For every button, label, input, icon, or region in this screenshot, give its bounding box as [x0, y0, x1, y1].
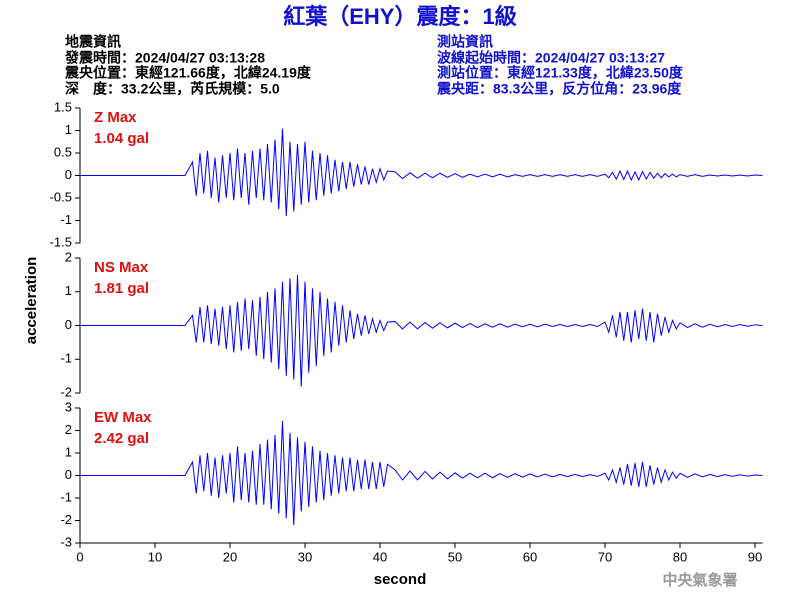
info-text: 深 度：33.2公里，芮氏規模：5.0: [65, 81, 280, 97]
waveform: [80, 128, 763, 217]
y-tick-label: 0: [65, 317, 72, 332]
y-tick-label: 1: [65, 444, 72, 459]
y-tick-label: 0: [65, 167, 72, 182]
y-tick-label: 1.5: [54, 99, 72, 114]
annotation: NS Max: [94, 259, 149, 276]
annotation: 1.04 gal: [94, 130, 149, 147]
y-tick-label: -1.5: [50, 234, 72, 249]
info-text: 震央位置：東經121.66度，北緯24.19度: [64, 65, 312, 81]
y-tick-label: 1: [65, 283, 72, 298]
waveform: [80, 274, 763, 387]
x-tick-label: 80: [673, 549, 687, 564]
y-tick-label: 0: [65, 467, 72, 482]
annotation: Z Max: [94, 109, 137, 126]
waveform: [80, 421, 763, 526]
y-tick-label: -3: [60, 534, 72, 549]
y-tick-label: 0.5: [54, 144, 72, 159]
y-tick-label: 3: [65, 399, 72, 414]
x-tick-label: 70: [598, 549, 612, 564]
x-axis-label: second: [374, 571, 427, 588]
y-tick-label: 1: [65, 122, 72, 137]
y-tick-label: -1: [60, 351, 72, 366]
station-text: 測站位置：東經121.33度，北緯23.50度: [437, 65, 684, 81]
x-tick-label: 90: [748, 549, 762, 564]
y-tick-label: -2: [60, 384, 72, 399]
x-tick-label: 40: [373, 549, 387, 564]
y-tick-label: 2: [65, 249, 72, 264]
y-tick-label: -2: [60, 512, 72, 527]
annotation: 1.81 gal: [94, 280, 149, 297]
y-tick-label: -1: [60, 212, 72, 227]
station-text: 波線起始時間：2024/04/27 03:13:27: [437, 50, 665, 66]
station-text: 震央距：83.3公里，反方位角：23.96度: [436, 81, 682, 97]
chart-title: 紅葉（EHY）震度：1級: [283, 4, 516, 29]
annotation: EW Max: [94, 409, 152, 426]
footer: 中央氣象署: [662, 571, 737, 589]
x-tick-label: 20: [223, 549, 237, 564]
x-tick-label: 0: [76, 549, 83, 564]
y-tick-label: 2: [65, 422, 72, 437]
y-tick-label: -1: [60, 489, 72, 504]
info-text: 地震資訊: [65, 34, 121, 50]
x-tick-label: 60: [523, 549, 537, 564]
y-tick-label: -0.5: [50, 189, 72, 204]
x-tick-label: 50: [448, 549, 462, 564]
x-tick-label: 30: [298, 549, 312, 564]
station-text: 測站資訊: [437, 34, 493, 50]
annotation: 2.42 gal: [94, 430, 149, 447]
info-text: 發震時間：2024/04/27 03:13:28: [64, 50, 265, 66]
y-axis-label: acceleration: [23, 257, 40, 345]
x-tick-label: 10: [148, 549, 162, 564]
